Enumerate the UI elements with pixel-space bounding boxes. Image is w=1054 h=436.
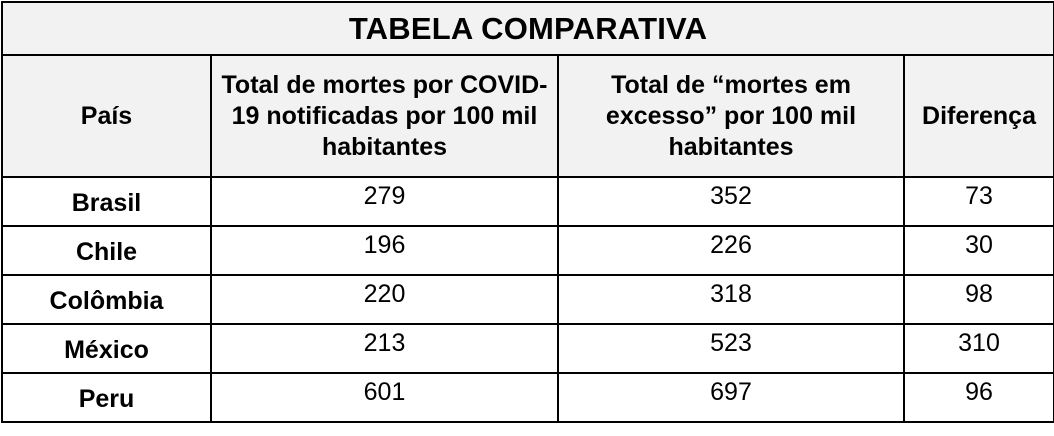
excess-value: 523 [710,329,752,357]
country-name: Peru [78,385,135,413]
excess-value: 697 [710,378,752,406]
reported-cell: 196 [210,225,559,276]
excess-cell: 318 [557,274,905,325]
title-row: TABELA COMPARATIVA [0,1,1054,56]
excess-value: 318 [710,280,752,308]
reported-cell: 601 [210,372,559,423]
difference-cell: 310 [902,323,1054,374]
difference-value: 310 [958,329,1000,357]
excess-value: 226 [710,231,752,259]
table-title: TABELA COMPARATIVA [0,1,1054,56]
table-row: México 213 523 310 [1,323,1054,374]
reported-value: 601 [363,378,406,406]
country-cell: México [1,323,212,374]
table-row: Chile 196 226 30 [1,225,1054,276]
header-country: País [1,54,212,178]
header-row: País Total de mortes por COVID-19 notifi… [1,54,1054,178]
reported-value: 196 [363,231,406,259]
excess-cell: 697 [557,372,905,423]
reported-value: 279 [363,182,406,210]
comparison-table: TABELA COMPARATIVA País Total de mortes … [0,1,1054,423]
difference-cell: 30 [902,225,1054,276]
difference-cell: 98 [902,274,1054,325]
difference-cell: 96 [902,372,1054,423]
table-row: Brasil 279 352 73 [1,176,1054,227]
reported-cell: 279 [210,176,559,227]
reported-value: 213 [363,329,406,357]
reported-value: 220 [363,280,406,308]
difference-cell: 73 [902,176,1054,227]
country-name: Colômbia [49,287,164,315]
country-name: Brasil [71,189,142,217]
table-row: Peru 601 697 96 [1,372,1054,423]
reported-cell: 220 [210,274,559,325]
header-difference: Diferença [902,54,1054,178]
header-excess-deaths: Total de “mortes em excesso” por 100 mil… [557,54,905,178]
country-cell: Brasil [1,176,212,227]
country-cell: Colômbia [1,274,212,325]
excess-cell: 523 [557,323,905,374]
country-name: México [64,336,149,364]
reported-cell: 213 [210,323,559,374]
excess-cell: 226 [557,225,905,276]
header-reported-deaths: Total de mortes por COVID-19 notificadas… [210,54,559,178]
country-cell: Chile [1,225,212,276]
excess-cell: 352 [557,176,905,227]
country-name: Chile [75,238,138,266]
difference-value: 73 [965,182,993,210]
difference-value: 98 [965,280,993,308]
difference-value: 96 [965,378,993,406]
table-row: Colômbia 220 318 98 [1,274,1054,325]
excess-value: 352 [710,182,752,210]
country-cell: Peru [1,372,212,423]
difference-value: 30 [965,231,993,259]
